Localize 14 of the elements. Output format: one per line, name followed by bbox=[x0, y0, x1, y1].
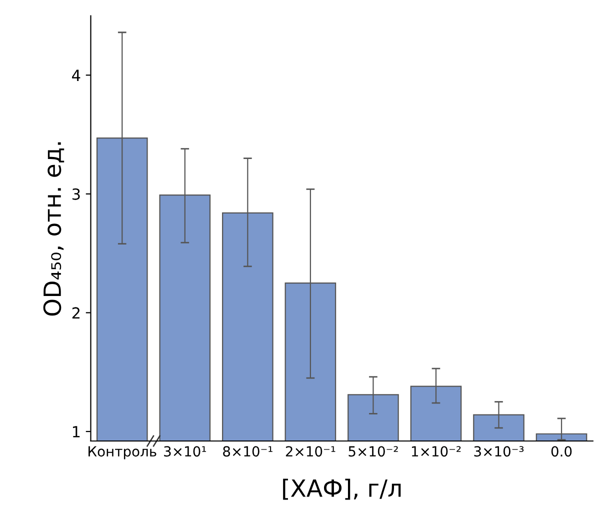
x-tick-label: 8×10⁻¹ bbox=[223, 446, 272, 457]
x-tick-label: 1×10⁻² bbox=[412, 446, 461, 457]
x-tick-label: 5×10⁻² bbox=[348, 446, 398, 457]
x-tick-label: 3×10⁻³ bbox=[474, 446, 524, 457]
y-axis-title: OD₄₅₀, отн. ед. bbox=[43, 142, 64, 316]
x-tick-label: 0.0 bbox=[551, 446, 572, 457]
x-axis-title: [ХАФ], г/л bbox=[283, 478, 401, 500]
y-tick-label: 2 bbox=[72, 307, 80, 319]
y-tick-label: 3 bbox=[72, 188, 80, 200]
x-tick-label: Контроль bbox=[88, 446, 156, 460]
x-tick-label: 2×10⁻¹ bbox=[286, 446, 336, 457]
y-tick-label: 4 bbox=[72, 70, 80, 81]
y-tick-label: 1 bbox=[72, 426, 80, 438]
x-tick-label: 3×10¹ bbox=[164, 446, 206, 457]
